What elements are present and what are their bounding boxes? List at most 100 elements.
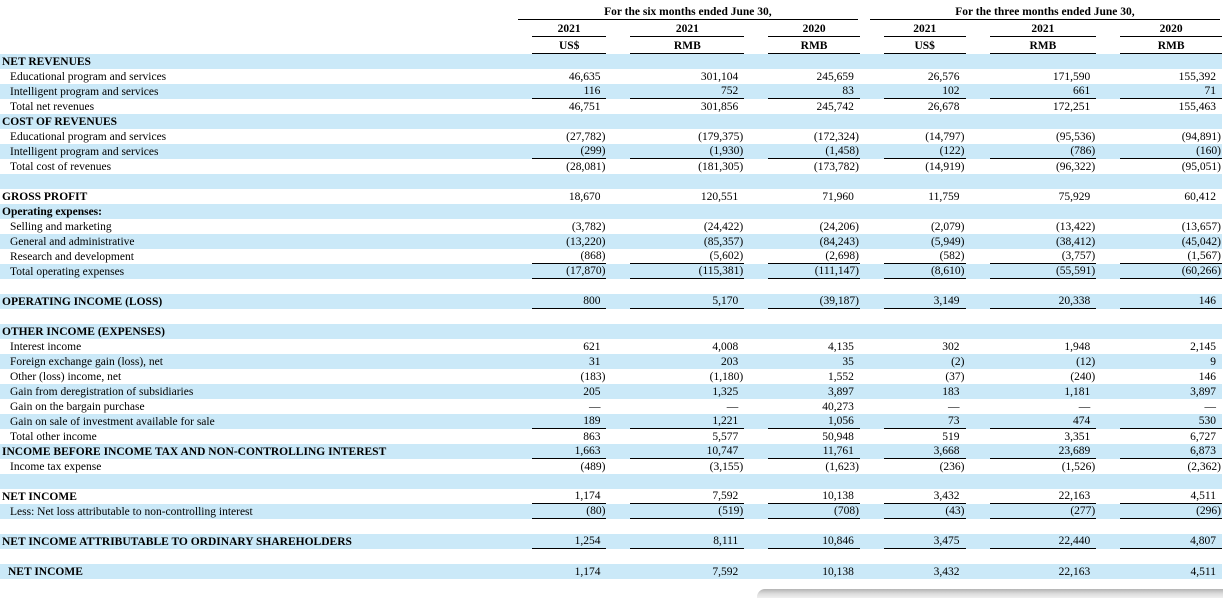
row-label: Less: Net loss attributable to non-contr… [10,506,253,518]
value-cell: (39,187) [744,294,860,309]
value-cell: 73 [860,414,966,429]
value-cell: (95,051) [1181,161,1221,173]
table-row: OPERATING INCOME (LOSS) 800 5,170 (39,187) 3… [0,294,1222,309]
value-cell: 146 [1198,371,1216,383]
table-row: INCOME BEFORE INCOME TAX AND NON-CONTROL… [0,444,1222,459]
row-label: GROSS PROFIT [2,191,88,203]
value-cell: 102 [860,84,966,99]
spacer-cell [0,549,1222,564]
row-label: Total other income [10,431,97,443]
table-row: Gain on sale of investment available for… [0,414,1222,429]
value-cell: 1,552 [828,371,854,383]
table-row: Total operating expenses (17,870) (115,381… [0,264,1222,279]
value-cell: 10,846 [744,534,860,549]
row-label: Selling and marketing [10,221,112,233]
income-statement-table: For the six months ended June 30, For th… [0,3,1222,579]
value-cell: (3,782) [571,221,606,233]
value-cell: 10,747 [606,444,745,459]
value-cell: 146 [1096,294,1222,309]
table-row: Interest income 621 4,008 4,135 302 1,948 2,14… [0,339,1222,354]
value-cell: (13,220) [566,236,606,248]
table-row: GROSS PROFIT 18,670 120,551 71,960 11,759 75,… [0,189,1222,204]
currency-header: RMB [630,40,745,54]
table-row: Educational program and services 46,635 30… [0,69,1222,84]
value-cell: 1,663 [508,444,607,459]
value-cell: (95,536) [1055,131,1096,143]
row-label: OTHER INCOME (EXPENSES) [2,326,165,338]
value-cell: (3,757) [966,249,1097,264]
table-row: Gain from deregistration of subsidiaries… [0,384,1222,399]
value-cell: (2,079) [930,221,965,233]
currency-header: RMB [989,40,1097,54]
table-row: NET INCOME ATTRIBUTABLE TO ORDINARY SHAR… [0,534,1222,549]
currency-header: RMB [768,40,860,54]
value-cell: (1,458) [744,144,860,159]
value-cell [606,204,744,219]
value-cell: 46,635 [568,71,601,83]
row-label: Intelligent program and services [10,86,159,98]
row-label: OPERATING INCOME (LOSS) [2,296,163,308]
spacer-row [0,279,1222,294]
row-label: Total operating expenses [10,266,125,278]
row-label: Gain from deregistration of subsidiaries [10,386,194,398]
value-cell: (179,375) [698,131,744,143]
value-cell: 31 [588,356,601,368]
value-cell: — [588,401,601,413]
value-cell: 530 [1096,414,1222,429]
value-cell: 4,135 [828,341,854,353]
value-cell: 752 [606,84,745,99]
value-cell: 1,174 [574,566,601,578]
value-cell: (1,526) [1061,461,1096,473]
value-cell: 11,761 [744,444,860,459]
value-cell: (14,797) [925,131,965,143]
value-cell: 22,440 [966,534,1097,549]
value-cell: 22,163 [966,489,1097,504]
value-cell: 1,181 [1064,386,1091,398]
value-cell: 3,475 [860,534,966,549]
value-cell: 18,670 [568,191,601,203]
value-cell: (160) [1096,144,1222,159]
value-cell: 3,897 [1190,386,1216,398]
value-cell: (299) [508,144,607,159]
table-header: For the six months ended June 30, For th… [0,3,1222,54]
value-cell: 116 [508,84,607,99]
value-cell: 519 [942,431,960,443]
value-cell: 1,948 [1064,341,1091,353]
row-label: COST OF REVENUES [2,116,118,128]
value-cell: (122) [860,144,966,159]
value-cell: 5,577 [712,431,739,443]
currency-header: US$ [883,40,966,54]
value-cell: — [948,401,960,413]
value-cell: 7,592 [606,489,745,504]
value-cell: 1,325 [712,386,739,398]
row-label: Gain on the bargain purchase [10,401,145,413]
value-cell: (17,870) [508,264,607,279]
value-cell: — [726,401,739,413]
spacer-row [0,519,1222,534]
table-row: Income tax expense (489) (3,155) (1,623) (23… [0,459,1222,474]
value-cell: 3,351 [1064,431,1091,443]
value-cell: (80) [508,504,607,519]
value-cell: 10,138 [744,489,860,504]
value-cell: (14,919) [925,161,965,173]
currency-header-row: US$ RMB RMB US$ RMB RMB [0,37,1222,54]
value-cell: (27,782) [566,131,606,143]
year-header: 2021 [630,23,745,37]
value-cell: 205 [583,386,601,398]
value-cell [860,114,966,129]
value-cell [508,114,607,129]
table-row: General and administrative (13,220) (85,35… [0,234,1222,249]
value-cell: 3,432 [860,489,966,504]
value-cell: (13,422) [1055,221,1096,233]
value-cell: 35 [842,356,854,368]
value-cell: (240) [1070,371,1096,383]
currency-header: RMB [1120,40,1222,54]
label-column-spacer [0,3,508,20]
value-cell: (115,381) [606,264,745,279]
value-cell: (173,782) [813,161,859,173]
table-row: NET INCOME 1,174 7,592 10,138 3,432 22,163 4,5… [0,489,1222,504]
spacer-cell [0,519,1222,534]
value-cell: (94,891) [1181,131,1221,143]
value-cell [744,54,860,69]
value-cell: (3,155) [709,461,744,473]
